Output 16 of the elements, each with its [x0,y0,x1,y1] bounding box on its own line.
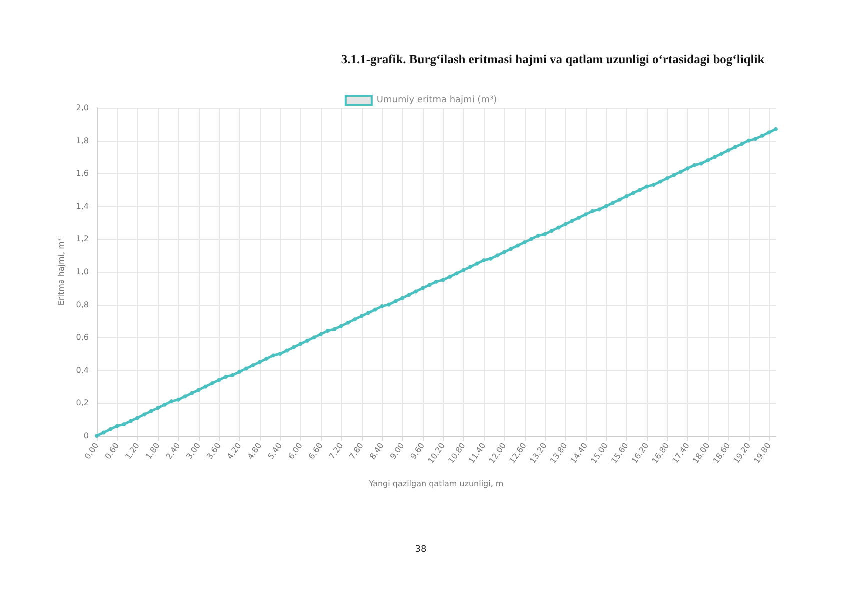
text: 38 [414,545,428,555]
y-tick-label: 0,4 [76,366,89,375]
y-tick-label: 0,2 [76,398,89,408]
x-axis-title: Yangi qazilgan qatlam uzunligi, m [368,480,504,488]
y-tick-label: 1,4 [76,202,89,211]
chart-title: 3.1.1-grafik. Burg‘ilash eritmasi hajmi va qatlam uzunligi o‘rtasidagi bog‘liqlik [341,52,765,66]
y-tick-label: 1,8 [76,136,89,146]
y-tick-label: 0 [84,432,89,440]
y-tick-label: 1,2 [76,234,89,244]
y-tick-label: 1,6 [76,169,89,178]
y-axis-title: Eritma hajmi, m³ [56,238,66,306]
y-tick-label: 1,0 [76,268,89,276]
y-tick-label: 0,8 [76,300,89,310]
y-tick-label: 0,6 [76,333,89,342]
y-tick-label: 2,0 [76,104,89,112]
legend-label: Umumiy eritma hajmi (m³) [376,96,498,106]
